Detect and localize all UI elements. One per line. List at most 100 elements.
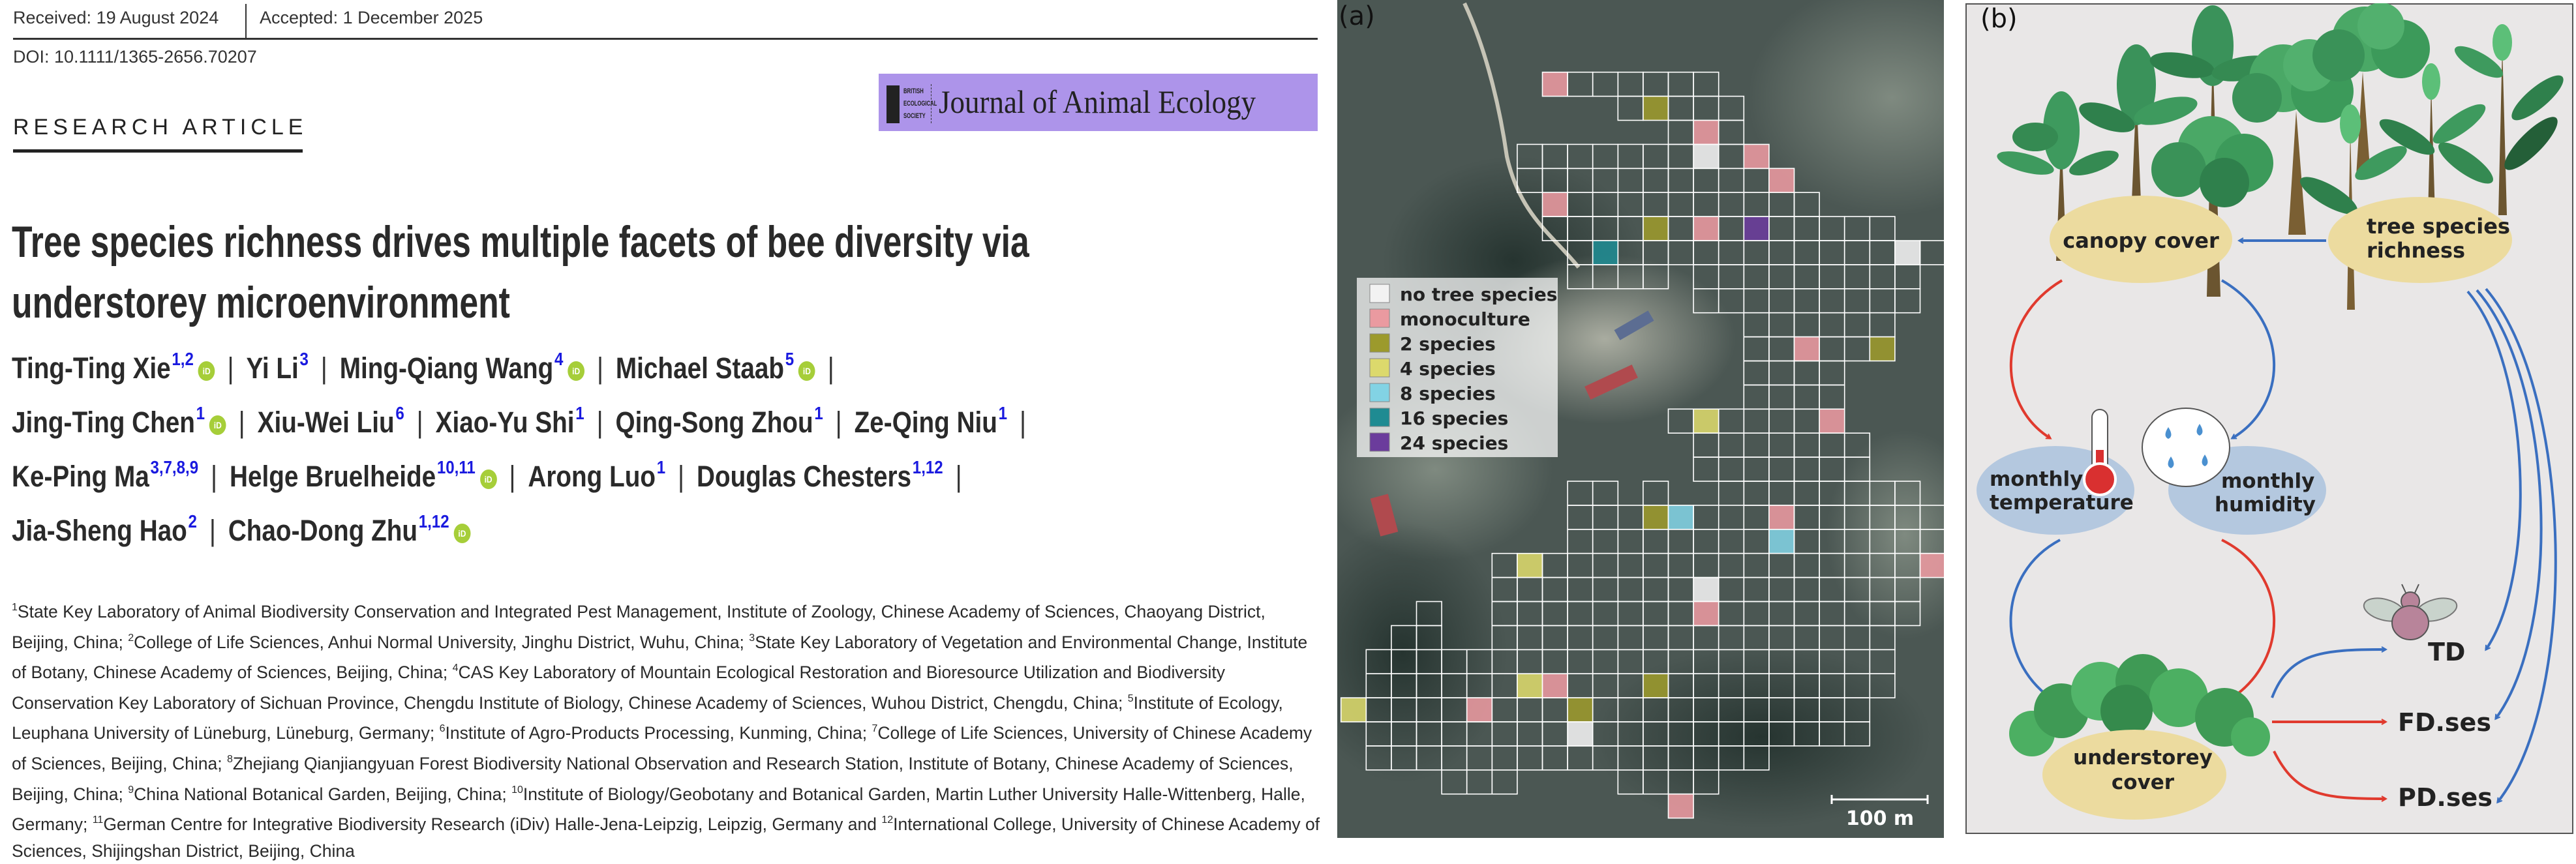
legend-swatch bbox=[1369, 432, 1390, 452]
affiliation-number: 5 bbox=[1127, 693, 1134, 704]
affiliation-ref[interactable]: 1 bbox=[656, 457, 666, 477]
affiliation-ref[interactable]: 1,2 bbox=[172, 349, 194, 369]
author-name[interactable]: Ting-Ting Xie bbox=[12, 351, 171, 385]
journal-name: Journal of Animal Ecology bbox=[939, 83, 1256, 120]
affiliation-ref[interactable]: 3 bbox=[299, 349, 309, 369]
legend-label: 8 species bbox=[1400, 383, 1496, 404]
affiliation-ref[interactable]: 10,11 bbox=[436, 457, 476, 477]
author-name[interactable]: Helge Bruelheide bbox=[230, 460, 436, 493]
building bbox=[1370, 494, 1399, 537]
orcid-icon[interactable]: iD bbox=[209, 415, 226, 435]
author-name[interactable]: Xiao-Yu Shi bbox=[435, 406, 575, 439]
legend-box bbox=[1357, 278, 1558, 457]
affiliation-ref[interactable]: 1 bbox=[575, 403, 584, 423]
author-name[interactable]: Arong Luo bbox=[528, 460, 656, 493]
author-line: Jia-Sheng Hao2 | Chao-Dong Zhu1,12iD bbox=[12, 499, 1038, 553]
author-separator: | bbox=[596, 351, 604, 385]
author-name[interactable]: Michael Staab bbox=[615, 351, 785, 385]
author-name[interactable]: Ze-Qing Niu bbox=[854, 406, 997, 439]
affiliation-ref[interactable]: 4 bbox=[554, 349, 564, 369]
orcid-icon[interactable]: iD bbox=[453, 524, 471, 543]
affiliation-text: College of Life Sciences, University of … bbox=[12, 723, 1312, 773]
plot-cell bbox=[1466, 697, 1493, 722]
plot-cell bbox=[1693, 769, 1720, 795]
society-logo-icon bbox=[886, 85, 900, 123]
doi-link[interactable]: DOI: 10.1111/1365-2656.70207 bbox=[13, 47, 257, 67]
article-type: RESEARCH ARTICLE bbox=[13, 115, 308, 140]
society-line: BRITISH bbox=[903, 87, 924, 95]
plot-cell bbox=[1894, 601, 1921, 627]
affiliation-ref[interactable]: 1,12 bbox=[418, 511, 449, 531]
plot-cell bbox=[1643, 95, 1669, 121]
plot-cell bbox=[1693, 119, 1720, 145]
affiliations: 1State Key Laboratory of Animal Biodiver… bbox=[12, 595, 1323, 864]
affiliation-text: German Centre for Integrative Biodiversi… bbox=[103, 814, 882, 835]
author-name[interactable]: Douglas Chesters bbox=[697, 460, 912, 493]
outcome-fd-ses: FD.ses bbox=[2398, 708, 2491, 737]
affiliation-number: 2 bbox=[128, 632, 134, 644]
plot-cell bbox=[1643, 505, 1669, 530]
author-line: Ting-Ting Xie1,2iD | Yi Li3 | Ming-Qiang Wan… bbox=[12, 336, 1038, 391]
plot-cell bbox=[1693, 216, 1720, 241]
plot-cell bbox=[1491, 769, 1518, 795]
plot-cell bbox=[1541, 192, 1568, 217]
author-name[interactable]: Ming-Qiang Wang bbox=[339, 351, 554, 385]
affiliation-ref[interactable]: 3,7,8,9 bbox=[150, 457, 199, 477]
affiliation-number: 12 bbox=[881, 814, 894, 826]
orcid-icon[interactable]: iD bbox=[198, 361, 215, 381]
plot-cell bbox=[1643, 264, 1669, 290]
plot-cell bbox=[1693, 576, 1720, 603]
node-tree-species-richness bbox=[2328, 197, 2512, 283]
affiliation-number: 6 bbox=[439, 723, 446, 735]
society-name: BRITISH ECOLOGICAL SOCIETY bbox=[903, 85, 937, 123]
thermometer-icon bbox=[2083, 409, 2117, 496]
orcid-icon[interactable]: iD bbox=[479, 469, 497, 489]
affiliation-ref[interactable]: 6 bbox=[395, 403, 404, 423]
author-name[interactable]: Ke-Ping Ma bbox=[12, 460, 149, 493]
author-separator: | bbox=[827, 351, 834, 385]
plot-cell bbox=[1517, 673, 1543, 698]
affiliation-ref[interactable]: 1 bbox=[998, 403, 1008, 423]
affiliation-ref[interactable]: 5 bbox=[785, 349, 795, 369]
affiliation-ref[interactable]: 2 bbox=[188, 511, 197, 531]
plot-cell bbox=[1693, 408, 1720, 434]
legend-swatch bbox=[1369, 308, 1390, 328]
author-name[interactable]: Jia-Sheng Hao bbox=[12, 514, 187, 547]
node-understorey-label: cover bbox=[2112, 771, 2175, 794]
plot-cell bbox=[1517, 552, 1543, 578]
author-name[interactable]: Chao-Dong Zhu bbox=[228, 514, 418, 547]
accepted-date: Accepted: 1 December 2025 bbox=[260, 8, 483, 27]
plot-cell bbox=[1919, 240, 1944, 265]
affiliation-number: 4 bbox=[452, 663, 459, 674]
orcid-icon[interactable]: iD bbox=[568, 361, 585, 381]
outcome-pd-ses: PD.ses bbox=[2398, 783, 2493, 812]
affiliation-number: 10 bbox=[511, 784, 523, 796]
author-name[interactable]: Xiu-Wei Liu bbox=[257, 406, 395, 439]
plot-cell bbox=[1819, 408, 1845, 434]
plot-cell bbox=[1768, 505, 1795, 530]
author-name[interactable]: Jing-Ting Chen bbox=[12, 406, 195, 439]
author-separator: | bbox=[227, 351, 234, 385]
author-name[interactable]: Qing-Song Zhou bbox=[615, 406, 813, 439]
author-separator: | bbox=[955, 460, 962, 493]
affiliation-ref[interactable]: 1,12 bbox=[912, 457, 943, 477]
arrow-richness-to-td bbox=[2466, 290, 2522, 649]
plot-cell bbox=[1894, 288, 1921, 314]
outcome-td: TD bbox=[2428, 638, 2465, 666]
society-line: ECOLOGICAL bbox=[903, 100, 937, 108]
node-humidity-label: humidity bbox=[2215, 493, 2316, 516]
orcid-icon[interactable]: iD bbox=[798, 361, 815, 381]
author-separator: | bbox=[320, 351, 327, 385]
legend-label: 16 species bbox=[1400, 408, 1508, 429]
affiliation-text: College of Life Sciences, Anhui Normal U… bbox=[134, 632, 750, 652]
author-separator: | bbox=[209, 514, 216, 547]
terrain-patch bbox=[1337, 522, 1507, 782]
author-name[interactable]: Yi Li bbox=[246, 351, 299, 385]
legend-label: 4 species bbox=[1400, 358, 1496, 380]
node-richness-label: richness bbox=[2367, 238, 2465, 263]
affiliation-ref[interactable]: 1 bbox=[814, 403, 823, 423]
building bbox=[1584, 365, 1638, 400]
journal-logo[interactable]: BRITISH ECOLOGICAL SOCIETY Journal of An… bbox=[879, 74, 1318, 131]
affiliation-ref[interactable]: 1 bbox=[196, 403, 205, 423]
author-line: Ke-Ping Ma3,7,8,9 | Helge Bruelheide10,11i… bbox=[12, 445, 1038, 499]
